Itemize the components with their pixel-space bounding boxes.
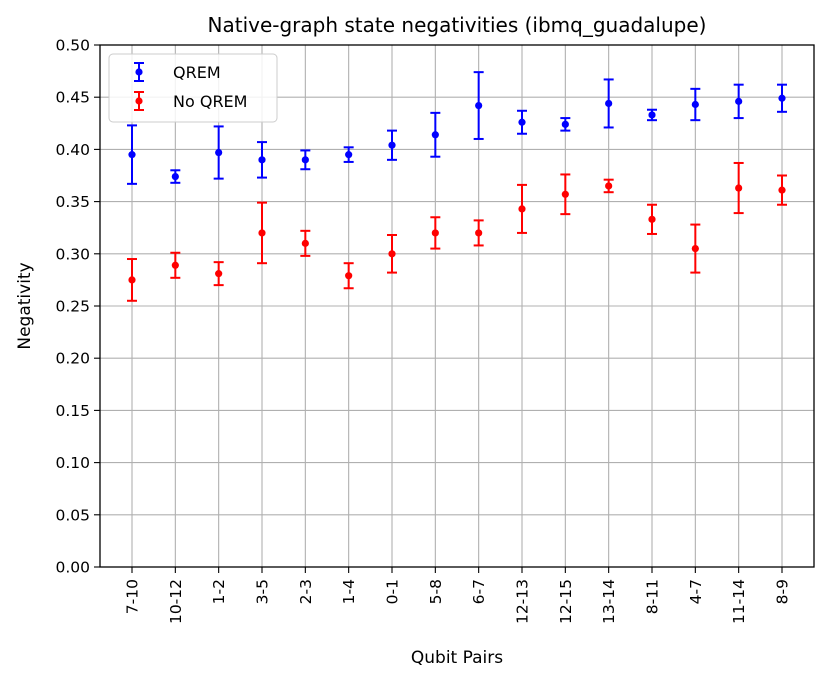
y-tick-label: 0.45: [55, 89, 90, 107]
x-tick-label: 3-5: [254, 579, 272, 604]
legend-marker-icon: [135, 97, 143, 105]
series-no-qrem: [127, 161, 787, 302]
legend-entry: No QREM: [134, 91, 247, 111]
x-axis-ticks: 7-10 10-12 1-2 3-5 2-3 1-4 0-1 5-8 6-7 12-13 12-15…: [124, 567, 792, 624]
data-point: [388, 141, 396, 149]
x-tick-label: 1-4: [340, 579, 358, 604]
y-axis-ticks: 0.00 0.05 0.10 0.15 0.20 0.25 0.30 0.35 0.40 0.45…: [55, 37, 100, 577]
data-point: [258, 229, 266, 237]
grid: [100, 44, 814, 568]
series-qrem: [127, 71, 787, 185]
data-point: [301, 156, 309, 164]
legend-label: QREM: [173, 63, 221, 82]
data-point: [258, 156, 266, 164]
legend-label: No QREM: [173, 92, 247, 111]
data-point: [388, 250, 396, 258]
data-point: [171, 261, 179, 269]
data-point: [605, 182, 613, 190]
legend: QREM No QREM: [108, 53, 278, 123]
data-point: [128, 276, 136, 284]
y-tick-label: 0.50: [55, 37, 90, 55]
x-tick-label: 13-14: [600, 579, 618, 624]
x-tick-label: 7-10: [124, 579, 142, 614]
data-point: [648, 111, 656, 119]
data-point: [431, 229, 439, 237]
data-point: [691, 100, 699, 109]
x-tick-label: 11-14: [730, 579, 748, 624]
y-tick-label: 0.30: [55, 245, 90, 263]
x-tick-label: 1-2: [210, 579, 228, 604]
data-point: [605, 99, 613, 108]
y-tick-label: 0.25: [55, 298, 90, 316]
data-point: [215, 148, 223, 157]
x-tick-label: 12-13: [514, 579, 532, 624]
data-point: [735, 184, 743, 192]
x-tick-label: 4-7: [687, 579, 705, 604]
data-point: [301, 239, 309, 247]
x-axis-label: Qubit Pairs: [411, 648, 503, 668]
data-point: [561, 120, 569, 128]
y-tick-label: 0.20: [55, 350, 90, 368]
y-tick-label: 0.00: [55, 559, 90, 577]
data-point: [128, 151, 136, 159]
y-tick-label: 0.10: [55, 454, 90, 472]
x-tick-label: 6-7: [470, 579, 488, 604]
y-tick-label: 0.35: [55, 193, 90, 211]
x-tick-label: 0-1: [384, 579, 402, 604]
data-point: [518, 118, 526, 126]
x-tick-label: 8-11: [644, 579, 662, 614]
y-tick-label: 0.15: [55, 402, 90, 420]
data-point: [171, 172, 179, 181]
y-tick-label: 0.40: [55, 141, 90, 159]
y-axis-label: Negativity: [15, 262, 35, 349]
x-tick-label: 12-15: [557, 579, 575, 624]
x-tick-label: 2-3: [297, 579, 315, 604]
chart-title: Native-graph state negativities (ibmq_gu…: [208, 13, 707, 37]
data-point: [778, 186, 786, 194]
data-point: [691, 244, 699, 253]
data-point: [345, 151, 353, 159]
data-point: [475, 229, 483, 237]
data-point: [561, 190, 569, 198]
x-tick-label: 5-8: [427, 579, 445, 604]
data-point: [518, 205, 526, 213]
data-point: [431, 131, 439, 139]
data-point: [648, 215, 656, 223]
data-point: [778, 94, 786, 102]
data-point: [475, 101, 483, 110]
legend-box: [108, 53, 278, 123]
y-tick-label: 0.05: [55, 506, 90, 524]
data-point: [345, 272, 353, 280]
data-point: [215, 270, 223, 278]
data-point: [735, 97, 743, 105]
legend-entry: QREM: [134, 62, 221, 82]
plot-series: [127, 71, 787, 302]
x-tick-label: 10-12: [167, 579, 185, 624]
legend-marker-icon: [135, 68, 143, 76]
x-tick-label: 8-9: [774, 579, 792, 604]
